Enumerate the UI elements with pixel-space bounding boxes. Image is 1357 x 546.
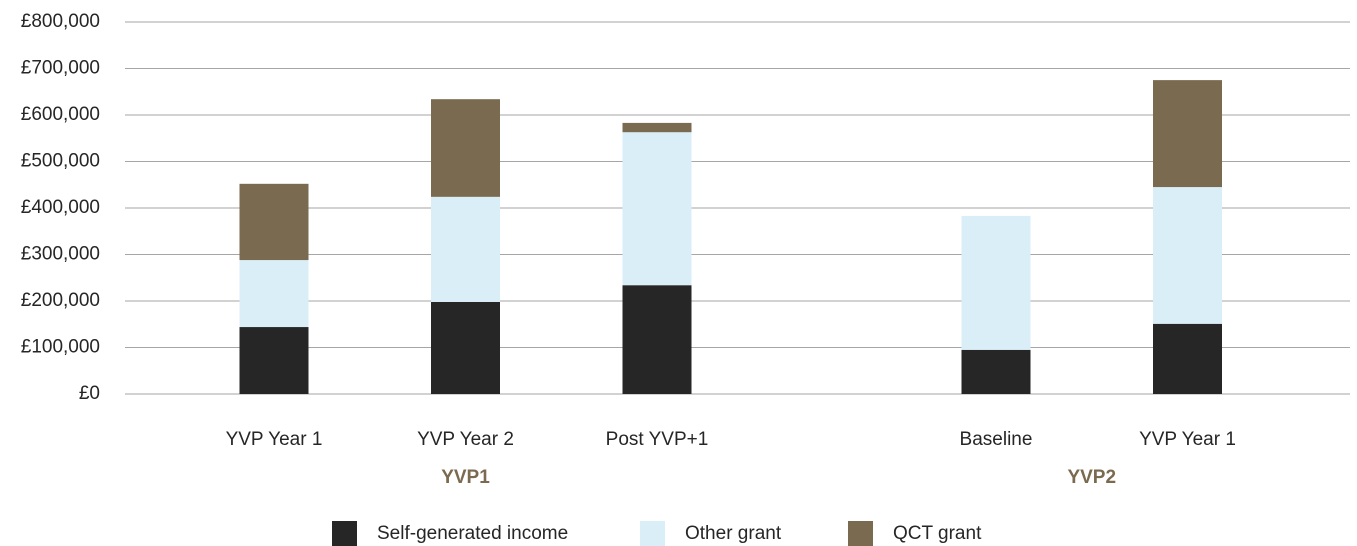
bar-segment (431, 196, 500, 302)
y-tick-label: £500,000 (21, 151, 100, 172)
y-tick-label: £0 (79, 383, 100, 404)
legend-label: Self-generated income (377, 523, 568, 544)
group-label: YVP2 (1067, 467, 1116, 488)
x-tick-label: Post YVP+1 (606, 429, 709, 450)
legend-label: QCT grant (893, 523, 982, 544)
legend-swatch (332, 521, 357, 546)
y-tick-label: £100,000 (21, 337, 100, 358)
bar-segment (1153, 80, 1222, 188)
bar-segment (622, 132, 692, 286)
bar-segment (961, 215, 1031, 350)
y-tick-label: £700,000 (21, 58, 100, 79)
x-tick-label: Baseline (960, 429, 1033, 450)
bar-segment (1153, 323, 1222, 394)
bar-segment (239, 260, 309, 328)
y-tick-label: £300,000 (21, 244, 100, 265)
legend-swatch (640, 521, 665, 546)
x-tick-label: YVP Year 2 (417, 429, 514, 450)
group-label: YVP1 (441, 467, 490, 488)
x-tick-label: YVP Year 1 (226, 429, 323, 450)
x-tick-label: YVP Year 1 (1139, 429, 1236, 450)
y-tick-label: £400,000 (21, 197, 100, 218)
y-tick-label: £800,000 (21, 11, 100, 32)
y-tick-label: £600,000 (21, 104, 100, 125)
legend-label: Other grant (685, 523, 782, 544)
bar-segment (961, 349, 1031, 394)
bar-segment (431, 301, 500, 394)
bar-segment (239, 327, 309, 394)
bar-segment (239, 183, 309, 261)
bar-segment (431, 99, 500, 197)
bar-segment (622, 122, 692, 133)
legend-swatch (848, 521, 873, 546)
y-tick-label: £200,000 (21, 290, 100, 311)
bar-segment (1153, 187, 1222, 324)
bar-segment (622, 285, 692, 394)
